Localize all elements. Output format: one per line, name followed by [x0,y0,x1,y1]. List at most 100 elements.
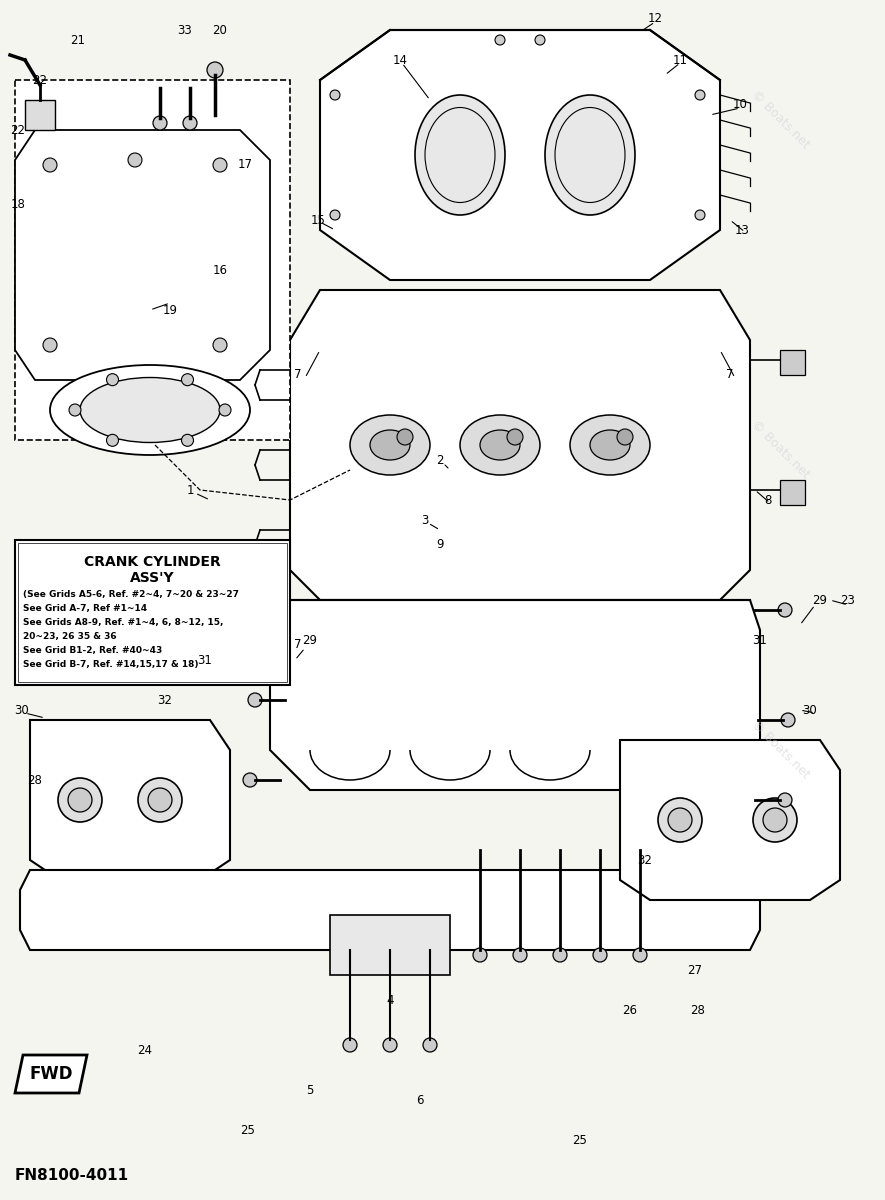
Text: 11: 11 [673,54,688,66]
Circle shape [248,692,262,707]
Ellipse shape [350,415,430,475]
Text: 7: 7 [294,638,302,652]
Ellipse shape [590,430,630,460]
Polygon shape [270,600,760,790]
Text: FWD: FWD [29,1066,73,1082]
Circle shape [207,62,223,78]
Circle shape [148,788,172,812]
Text: 30: 30 [15,703,29,716]
Text: 6: 6 [416,1093,424,1106]
Text: 17: 17 [237,158,252,172]
Circle shape [473,948,487,962]
Text: 1: 1 [186,484,194,497]
Circle shape [243,773,257,787]
Text: 27: 27 [688,964,703,977]
Ellipse shape [370,430,410,460]
Text: See Grid B-7, Ref. #14,15,17 & 18): See Grid B-7, Ref. #14,15,17 & 18) [23,660,198,670]
Circle shape [553,948,567,962]
Text: 10: 10 [733,98,748,112]
Text: 28: 28 [690,1003,705,1016]
Text: See Grids A8-9, Ref. #1~4, 6, 8~12, 15,: See Grids A8-9, Ref. #1~4, 6, 8~12, 15, [23,618,223,628]
Circle shape [535,35,545,44]
Polygon shape [620,740,840,900]
Circle shape [633,948,647,962]
Circle shape [695,210,705,220]
Text: 32: 32 [637,853,652,866]
Text: 23: 23 [841,594,856,606]
Circle shape [128,152,142,167]
Circle shape [330,210,340,220]
Circle shape [43,338,57,352]
Circle shape [213,158,227,172]
Text: 9: 9 [436,539,443,552]
Text: 8: 8 [765,493,772,506]
Circle shape [343,1038,357,1052]
Polygon shape [30,720,230,880]
Circle shape [181,373,194,385]
Text: 7: 7 [727,368,734,382]
Text: 26: 26 [622,1003,637,1016]
Ellipse shape [415,95,505,215]
Text: 31: 31 [752,634,767,647]
Circle shape [383,1038,397,1052]
Text: © Boats.net: © Boats.net [749,719,812,781]
Ellipse shape [460,415,540,475]
Ellipse shape [50,365,250,455]
Text: 19: 19 [163,304,178,317]
Text: 21: 21 [71,34,86,47]
Circle shape [68,788,92,812]
Text: 4: 4 [386,994,394,1007]
Circle shape [763,808,787,832]
Circle shape [183,116,197,130]
Bar [780,350,805,374]
Text: 25: 25 [573,1134,588,1146]
Text: 16: 16 [212,264,227,276]
Circle shape [138,778,182,822]
Polygon shape [20,870,760,950]
Text: 14: 14 [393,54,407,66]
Circle shape [243,613,257,626]
Text: 15: 15 [311,214,326,227]
Circle shape [593,948,607,962]
Circle shape [617,428,633,445]
Bar [780,480,805,505]
Circle shape [658,798,702,842]
Text: 20~23, 26 35 & 36: 20~23, 26 35 & 36 [23,632,117,642]
Text: See Grid A-7, Ref #1~14: See Grid A-7, Ref #1~14 [23,605,147,613]
Circle shape [495,35,505,44]
Text: 24: 24 [137,1044,152,1056]
Polygon shape [25,100,55,130]
Text: 7: 7 [294,368,302,382]
Ellipse shape [570,415,650,475]
Text: 20: 20 [212,24,227,36]
Circle shape [507,428,523,445]
Circle shape [106,373,119,385]
Polygon shape [320,30,720,280]
Text: 22: 22 [33,73,48,86]
Text: 3: 3 [421,514,428,527]
Circle shape [513,948,527,962]
Circle shape [423,1038,437,1052]
Circle shape [668,808,692,832]
Text: (See Grids A5-6, Ref. #2~4, 7~20 & 23~27: (See Grids A5-6, Ref. #2~4, 7~20 & 23~27 [23,590,239,600]
Text: 28: 28 [27,774,42,786]
Text: 29: 29 [812,594,827,606]
Text: See Grid B1-2, Ref. #40~43: See Grid B1-2, Ref. #40~43 [23,647,162,655]
Circle shape [219,404,231,416]
Text: 32: 32 [158,694,173,707]
Text: 18: 18 [11,198,26,211]
Ellipse shape [545,95,635,215]
Polygon shape [290,290,750,600]
Circle shape [397,428,413,445]
Circle shape [753,798,797,842]
Text: 22: 22 [11,124,26,137]
Text: 2: 2 [436,454,443,467]
Circle shape [106,434,119,446]
Text: 25: 25 [241,1123,256,1136]
Circle shape [69,404,81,416]
Circle shape [153,116,167,130]
Bar [15,80,290,440]
Ellipse shape [480,430,520,460]
Circle shape [778,793,792,806]
Text: FN8100-4011: FN8100-4011 [15,1168,129,1182]
